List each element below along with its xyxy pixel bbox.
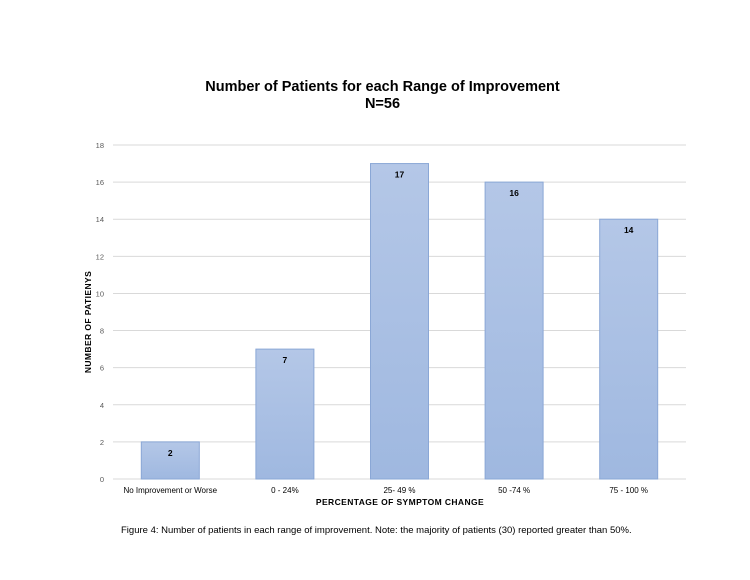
bar: [255, 348, 315, 480]
x-tick-label: 25- 49 %: [383, 486, 415, 495]
y-tick-label: 18: [96, 141, 104, 150]
y-axis-label: NUMBER OF PATIENYS: [83, 270, 93, 374]
y-tick-label: 12: [96, 252, 104, 261]
y-tick-labels: 0 2 4 6 8 10 12 14 16 18: [96, 141, 104, 484]
bar-value-label: 14: [624, 225, 634, 235]
x-tick-label: 75 - 100 %: [609, 486, 648, 495]
bars: 2 7 17 16 14: [140, 163, 659, 480]
y-tick-label: 14: [96, 215, 104, 224]
bar: [140, 441, 200, 480]
bar-value-label: 2: [168, 448, 173, 458]
x-axis-label: PERCENTAGE OF SYMPTOM CHANGE: [315, 497, 485, 507]
y-tick-label: 8: [100, 327, 104, 336]
x-tick-labels: No Improvement or Worse 0 - 24% 25- 49 % 50…: [123, 486, 648, 495]
bar: [599, 218, 659, 480]
chart-title: Number of Patients for each Range of Imp…: [205, 79, 560, 95]
chart-subtitle: N=56: [364, 96, 401, 112]
y-tick-label: 16: [96, 178, 104, 187]
bar-value-label: 17: [395, 170, 405, 180]
x-tick-label: 0 - 24%: [271, 486, 299, 495]
x-tick-label: No Improvement or Worse: [123, 486, 217, 495]
y-tick-label: 2: [100, 438, 104, 447]
bar: [484, 181, 544, 480]
y-tick-label: 10: [96, 289, 104, 298]
bar: [370, 163, 429, 480]
y-tick-label: 6: [100, 364, 104, 373]
y-tick-label: 4: [100, 401, 104, 410]
figure-caption: Figure 4: Number of patients in each ran…: [121, 525, 632, 536]
y-tick-label: 0: [100, 475, 104, 484]
x-tick-label: 50 -74 %: [498, 486, 530, 495]
bar-value-label: 16: [509, 188, 519, 198]
bar-value-label: 7: [283, 355, 288, 365]
